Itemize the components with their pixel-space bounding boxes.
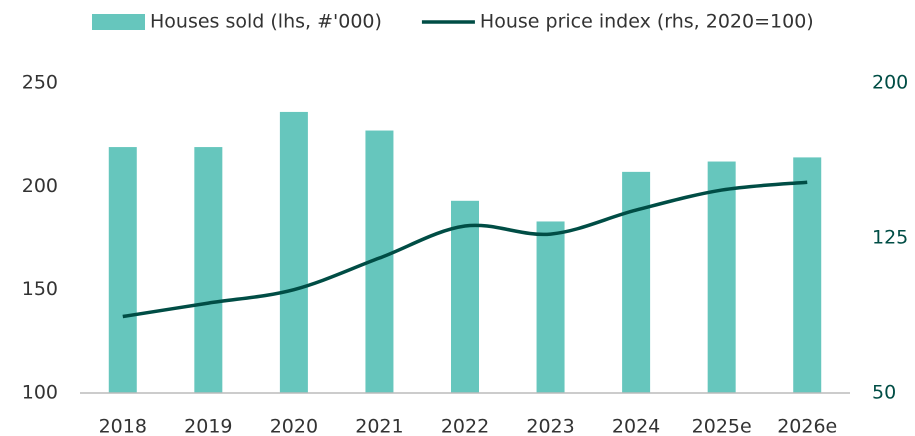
bar <box>536 221 565 393</box>
y-tick-label: 150 <box>22 278 58 300</box>
y-tick-label: 250 <box>22 72 58 94</box>
x-tick-label: 2023 <box>526 416 574 436</box>
legend-swatch <box>92 14 145 30</box>
bar <box>451 200 479 393</box>
x-tick-label: 2025e <box>692 416 752 436</box>
x-tick-label: 2026e <box>777 416 837 436</box>
bar <box>194 147 223 393</box>
y2-tick-label: 200 <box>872 72 908 94</box>
y-tick-label: 200 <box>22 175 58 197</box>
x-tick-label: 2018 <box>99 416 147 436</box>
x-tick-label: 2020 <box>270 416 318 436</box>
bar <box>622 171 651 393</box>
y2-tick-label: 125 <box>872 227 908 249</box>
legend-label: Houses sold (lhs, #'000) <box>150 11 382 33</box>
y-tick-label: 100 <box>22 382 58 404</box>
y2-tick-label: 50 <box>872 382 896 404</box>
bar <box>108 147 137 393</box>
x-tick-label: 2022 <box>441 416 489 436</box>
legend-label: House price index (rhs, 2020=100) <box>480 11 814 33</box>
x-tick-label: 2024 <box>612 416 660 436</box>
bar <box>793 157 822 393</box>
x-tick-label: 2019 <box>184 416 232 436</box>
bar <box>707 161 736 393</box>
x-tick-label: 2021 <box>355 416 403 436</box>
bar <box>279 111 308 393</box>
line <box>122 180 808 319</box>
